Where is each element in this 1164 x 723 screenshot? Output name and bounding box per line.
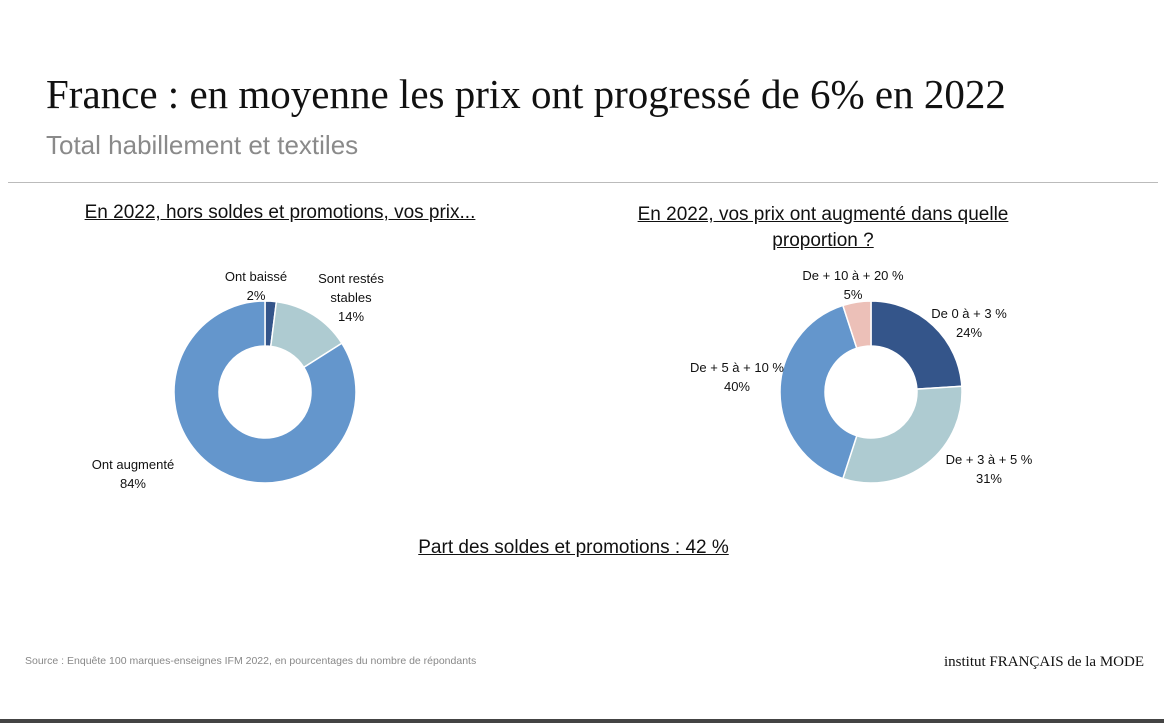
slice-value: 40% [723, 379, 751, 394]
promo-note: Part des soldes et promotions : 42 % [418, 537, 729, 558]
slice-label: Ont baissé [224, 269, 288, 284]
donut-1-slice-3 [173, 300, 357, 484]
slice-value: 5% [843, 287, 863, 302]
label-stables: Sont restés stables 14% [311, 269, 391, 326]
label-ont-baisse: Ont baissé 2% [225, 267, 287, 305]
label-10-20: De + 10 à + 20 % 5% [802, 266, 903, 304]
donut-2-slice-2 [841, 385, 963, 484]
donut-2-slice-1 [870, 300, 963, 390]
slice-label: De + 5 à + 10 % [690, 360, 784, 375]
chart-1-title: En 2022, hors soldes et promotions, vos … [84, 202, 476, 223]
slice-label: Ont augmenté [91, 457, 175, 472]
source-note: Source : Enquête 100 marques-enseignes I… [25, 655, 477, 667]
slice-label: De 0 à + 3 % [931, 306, 1007, 321]
label-5-10: De + 5 à + 10 % 40% [690, 358, 784, 396]
page-title: France : en moyenne les prix ont progres… [46, 71, 1006, 117]
slice-value: 84% [119, 476, 147, 491]
label-0-3: De 0 à + 3 % 24% [931, 304, 1007, 342]
label-ont-augmente: Ont augmenté 84% [92, 455, 174, 493]
chart-2-title: En 2022, vos prix ont augmenté dans quel… [637, 204, 1009, 251]
ifm-logo: institut FRANÇAIS de la MODE [943, 654, 1144, 670]
page-subtitle: Total habillement et textiles [46, 130, 359, 160]
divider [8, 182, 1158, 183]
slice-value: 31% [975, 471, 1003, 486]
slice-value: 2% [246, 288, 266, 303]
slice-label: De + 3 à + 5 % [945, 452, 1033, 467]
slice-value: 14% [337, 309, 365, 324]
slice-value: 24% [955, 325, 983, 340]
donut-2-slice-4 [841, 300, 872, 350]
slice-label: Sont restés stables [318, 271, 384, 305]
donut-2-slice-3 [779, 304, 858, 480]
label-3-5: De + 3 à + 5 % 31% [946, 450, 1033, 488]
slice-label: De + 10 à + 20 % [802, 268, 904, 283]
bottom-bar [0, 719, 1164, 723]
